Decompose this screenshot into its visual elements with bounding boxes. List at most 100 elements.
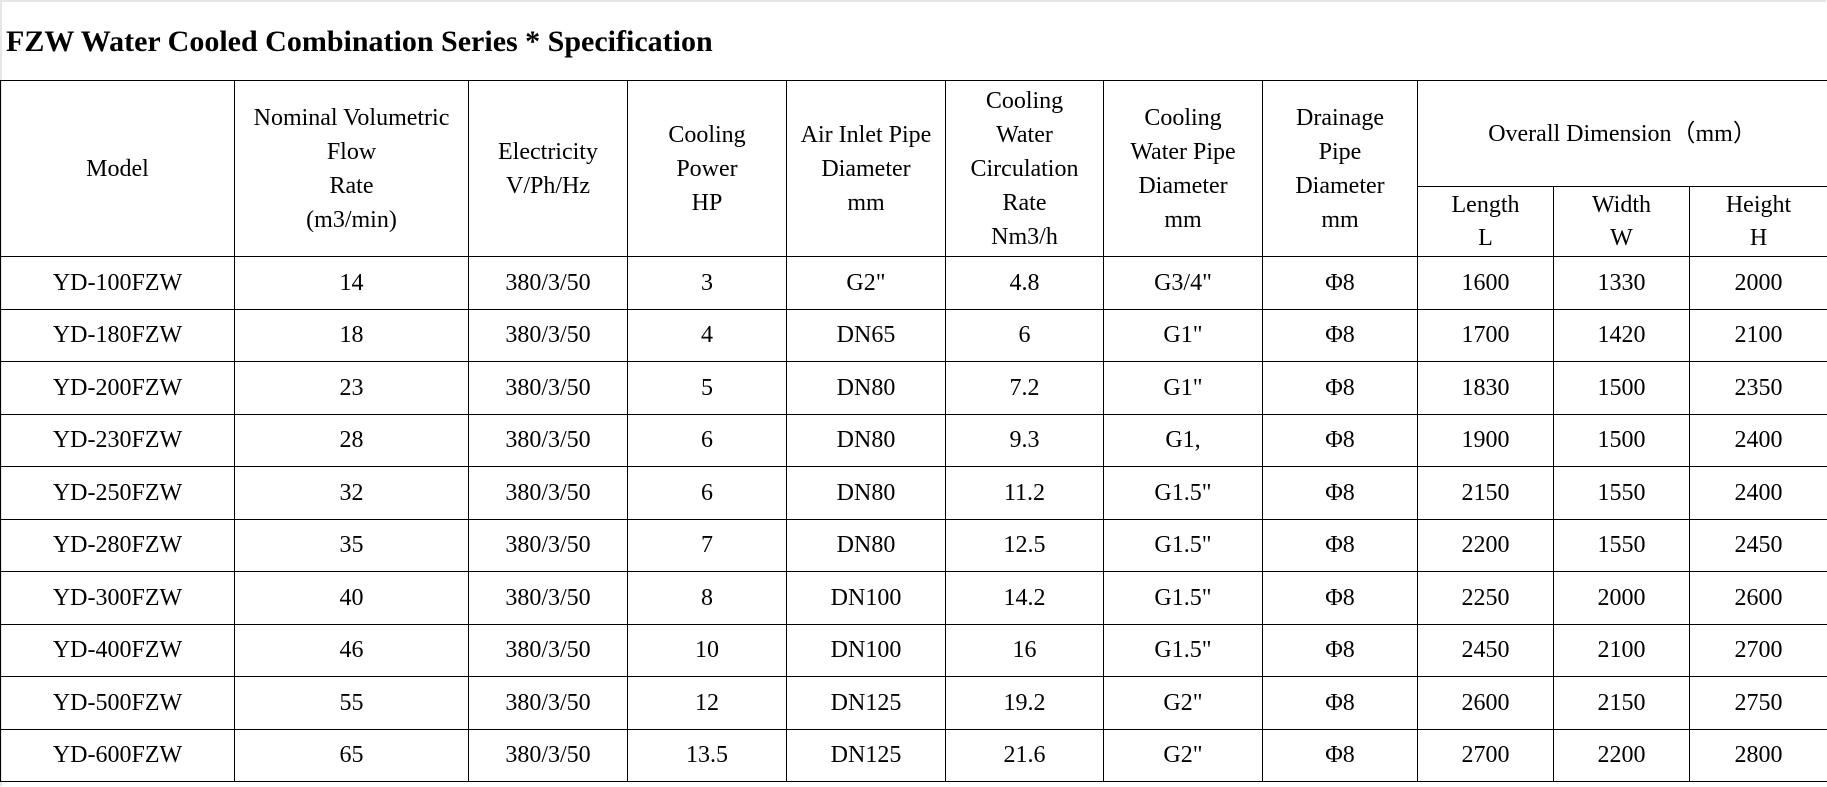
cell-electricity: 380/3/50 <box>468 413 628 467</box>
table-row: YD-400FZW 46 380/3/50 10 DN100 16 G1.5" Φ8 2450 2… <box>0 623 1827 677</box>
cell-flow: 65 <box>234 728 469 782</box>
cell-length: 2200 <box>1417 518 1554 572</box>
table-row: YD-100FZW 14 380/3/50 3 G2" 4.8 G3/4" Φ8 1600 133… <box>0 256 1827 310</box>
cell-height: 2000 <box>1688 256 1827 310</box>
cell-length: 1700 <box>1417 308 1554 362</box>
cell-power: 3 <box>627 256 787 310</box>
cell-model: YD-250FZW <box>0 466 235 520</box>
cell-width: 1500 <box>1553 361 1690 415</box>
header-flow-rate: Nominal Volumetric Flow Rate (m3/min) <box>234 80 469 257</box>
cell-water-rate: 11.2 <box>945 466 1104 520</box>
cell-flow: 23 <box>234 361 469 415</box>
cell-width: 2150 <box>1553 676 1690 730</box>
cell-air-inlet: DN80 <box>786 518 946 572</box>
cell-drainage: Φ8 <box>1262 256 1418 310</box>
cell-power: 4 <box>627 308 787 362</box>
cell-power: 12 <box>627 676 787 730</box>
cell-length: 1900 <box>1417 413 1554 467</box>
cell-model: YD-400FZW <box>0 623 235 677</box>
cell-power: 6 <box>627 466 787 520</box>
cell-water-rate: 16 <box>945 623 1104 677</box>
table-row: YD-230FZW 28 380/3/50 6 DN80 9.3 G1, Φ8 1900 1500… <box>0 413 1827 467</box>
cell-drainage: Φ8 <box>1262 466 1418 520</box>
cell-model: YD-280FZW <box>0 518 235 572</box>
cell-water-pipe: G3/4" <box>1103 256 1263 310</box>
cell-water-rate: 4.8 <box>945 256 1104 310</box>
cell-air-inlet: DN100 <box>786 571 946 625</box>
cell-air-inlet: DN125 <box>786 676 946 730</box>
cell-model: YD-300FZW <box>0 571 235 625</box>
cell-height: 2700 <box>1688 623 1827 677</box>
cell-flow: 14 <box>234 256 469 310</box>
cell-flow: 55 <box>234 676 469 730</box>
header-overall-dimension: Overall Dimension（mm） <box>1416 80 1827 187</box>
cell-power: 7 <box>627 518 787 572</box>
cell-air-inlet: DN65 <box>786 308 946 362</box>
cell-length: 1830 <box>1417 361 1554 415</box>
cell-model: YD-230FZW <box>0 413 235 467</box>
cell-width: 2000 <box>1553 571 1690 625</box>
header-drainage: Drainage Pipe Diameter mm <box>1262 80 1418 257</box>
cell-height: 2750 <box>1688 676 1827 730</box>
cell-air-inlet: DN125 <box>786 728 946 782</box>
cell-length: 2700 <box>1417 728 1554 782</box>
header-width: Width W <box>1553 186 1690 257</box>
cell-model: YD-200FZW <box>0 361 235 415</box>
cell-air-inlet: DN80 <box>786 413 946 467</box>
cell-width: 1500 <box>1553 413 1690 467</box>
cell-power: 8 <box>627 571 787 625</box>
header-length: Length L <box>1417 186 1554 257</box>
cell-flow: 35 <box>234 518 469 572</box>
page-title: FZW Water Cooled Combination Series * Sp… <box>6 25 713 58</box>
subheader-row: Length L Width W Height H <box>1 186 1827 257</box>
cell-drainage: Φ8 <box>1262 413 1418 467</box>
cell-height: 2800 <box>1688 728 1827 782</box>
cell-height: 2100 <box>1688 308 1827 362</box>
cell-electricity: 380/3/50 <box>468 256 628 310</box>
cell-drainage: Φ8 <box>1262 623 1418 677</box>
cell-water-rate: 7.2 <box>945 361 1104 415</box>
cell-electricity: 380/3/50 <box>468 571 628 625</box>
cell-electricity: 380/3/50 <box>468 361 628 415</box>
cell-power: 6 <box>627 413 787 467</box>
cell-length: 1600 <box>1417 256 1554 310</box>
cell-length: 2150 <box>1417 466 1554 520</box>
cell-model: YD-500FZW <box>0 676 235 730</box>
cell-power: 10 <box>627 623 787 677</box>
cell-height: 2450 <box>1688 518 1827 572</box>
cell-water-pipe: G2" <box>1103 728 1263 782</box>
cell-width: 2100 <box>1553 623 1690 677</box>
cell-water-pipe: G1.5" <box>1103 466 1263 520</box>
specification-table: Model Nominal Volumetric Flow Rate (m3/m… <box>0 80 1827 782</box>
cell-model: YD-100FZW <box>0 256 235 310</box>
cell-width: 1420 <box>1553 308 1690 362</box>
header-water-pipe: Cooling Water Pipe Diameter mm <box>1103 80 1263 257</box>
cell-width: 1550 <box>1553 466 1690 520</box>
cell-water-rate: 14.2 <box>945 571 1104 625</box>
cell-power: 5 <box>627 361 787 415</box>
cell-drainage: Φ8 <box>1262 361 1418 415</box>
cell-water-rate: 19.2 <box>945 676 1104 730</box>
header-height: Height H <box>1688 186 1827 257</box>
cell-flow: 28 <box>234 413 469 467</box>
cell-electricity: 380/3/50 <box>468 728 628 782</box>
table-row: YD-180FZW 18 380/3/50 4 DN65 6 G1" Φ8 1700 1420 21… <box>0 308 1827 362</box>
cell-water-pipe: G1.5" <box>1103 518 1263 572</box>
cell-height: 2600 <box>1688 571 1827 625</box>
cell-water-pipe: G1" <box>1103 308 1263 362</box>
cell-width: 2200 <box>1553 728 1690 782</box>
cell-flow: 46 <box>234 623 469 677</box>
header-model: Model <box>0 80 235 257</box>
cell-water-rate: 9.3 <box>945 413 1104 467</box>
cell-width: 1330 <box>1553 256 1690 310</box>
header-electricity: Electricity V/Ph/Hz <box>468 80 628 257</box>
cell-water-pipe: G2" <box>1103 676 1263 730</box>
cell-air-inlet: DN100 <box>786 623 946 677</box>
cell-water-pipe: G1.5" <box>1103 623 1263 677</box>
cell-water-rate: 6 <box>945 308 1104 362</box>
header-water-rate: Cooling Water Circulation Rate Nm3/h <box>945 80 1104 257</box>
table-row: YD-200FZW 23 380/3/50 5 DN80 7.2 G1" Φ8 1830 1500… <box>0 361 1827 415</box>
cell-electricity: 380/3/50 <box>468 518 628 572</box>
cell-flow: 18 <box>234 308 469 362</box>
cell-water-pipe: G1" <box>1103 361 1263 415</box>
